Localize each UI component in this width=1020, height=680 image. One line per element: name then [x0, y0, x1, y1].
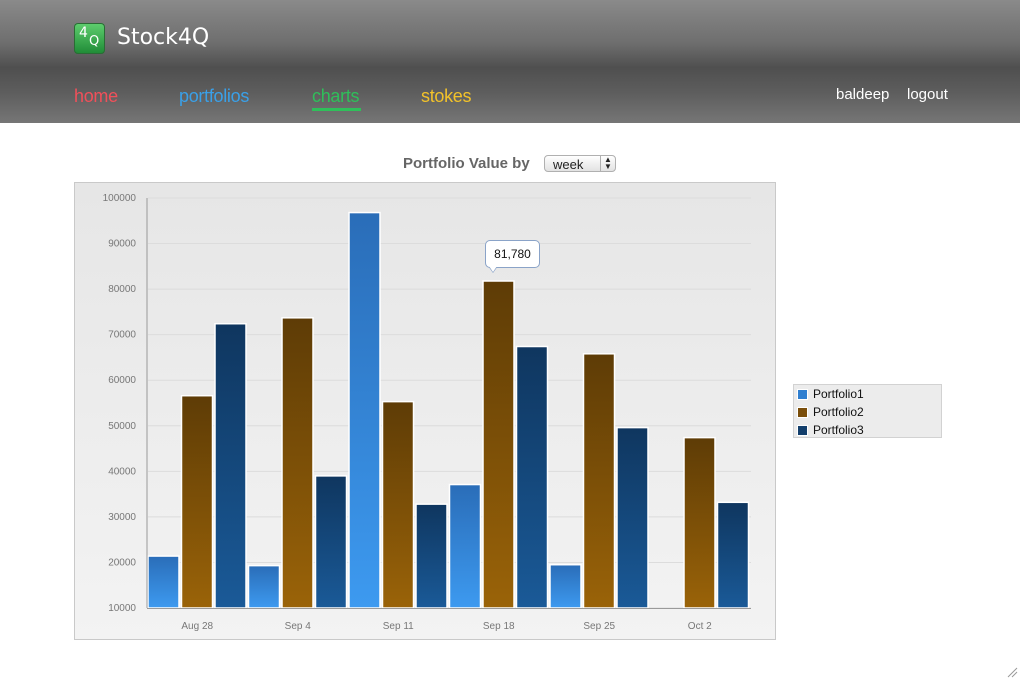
- x-tick-label: Sep 18: [483, 621, 515, 632]
- bar-chart: 100000 90000 80000 70000 60000 50000 40000 3000…: [103, 193, 751, 632]
- y-tick-label: 20000: [108, 557, 136, 568]
- tooltip-pointer-fill: [489, 266, 497, 272]
- bar-portfolio2-aug-28[interactable]: [180, 394, 214, 609]
- bar-portfolio2-sep-25[interactable]: [582, 353, 616, 609]
- active-nav-indicator: [312, 108, 361, 111]
- legend-label-portfolio2: Portfolio2: [813, 405, 864, 419]
- legend-label-portfolio3: Portfolio3: [813, 423, 864, 437]
- bar-portfolio1-sep-11[interactable]: [348, 211, 381, 609]
- bar-portfolio1-sep-18[interactable]: [448, 483, 482, 609]
- bar-portfolio3-sep-18[interactable]: [515, 345, 549, 609]
- logout-link[interactable]: logout: [907, 86, 948, 103]
- app-title: Stock4Q: [117, 25, 210, 50]
- chart-panel: 100000 90000 80000 70000 60000 50000 40000 3000…: [74, 182, 776, 640]
- x-tick-label: Sep 4: [285, 621, 312, 632]
- chart-period-label: Portfolio Value by: [403, 155, 530, 172]
- y-tick-label: 50000: [108, 421, 136, 432]
- resize-grip-icon[interactable]: [1006, 666, 1018, 678]
- y-tick-label: 40000: [108, 466, 136, 477]
- legend-swatch-portfolio3: [797, 425, 808, 436]
- nav-charts-link[interactable]: charts: [312, 86, 360, 106]
- y-tick-label: 60000: [108, 375, 136, 386]
- x-tick-label: Sep 11: [383, 621, 414, 632]
- app-logo[interactable]: 4 Q: [74, 23, 105, 54]
- legend-label-portfolio1: Portfolio1: [813, 387, 864, 401]
- select-arrows-icon: ▲ ▼: [600, 156, 615, 171]
- bar-portfolio3-sep-11[interactable]: [415, 503, 448, 609]
- bar-portfolio3-aug-28[interactable]: [214, 322, 247, 609]
- x-tick-label: Aug 28: [181, 621, 213, 632]
- bar-portfolio2-sep-18[interactable]: [482, 280, 515, 609]
- bar-portfolio3-oct-2[interactable]: [716, 501, 750, 609]
- username-link[interactable]: baldeep: [836, 86, 890, 103]
- y-tick-label: 80000: [108, 284, 136, 295]
- bar-portfolio1-aug-28[interactable]: [147, 555, 180, 609]
- nav-stokes-link[interactable]: stokes: [421, 86, 472, 106]
- y-tick-label: 100000: [103, 193, 137, 204]
- app-header: 4 Q Stock4Q home portfolios charts stoke…: [0, 0, 1020, 123]
- bar-portfolio3-sep-4[interactable]: [314, 475, 348, 609]
- bar-portfolio2-oct-2[interactable]: [683, 436, 716, 609]
- legend-swatch-portfolio1: [797, 389, 808, 400]
- y-tick-label: 70000: [108, 330, 136, 341]
- legend-swatch-portfolio2: [797, 407, 808, 418]
- x-tick-label: Oct 2: [688, 621, 712, 632]
- y-tick-label: 30000: [108, 512, 136, 523]
- bar-portfolio2-sep-11[interactable]: [381, 400, 415, 609]
- bar-portfolio1-sep-25[interactable]: [549, 563, 582, 609]
- bar-value-tooltip: 81,780: [485, 240, 540, 268]
- y-tick-label: 90000: [108, 239, 136, 250]
- chart-legend: Portfolio1 Portfolio2 Portfolio3: [793, 384, 942, 438]
- x-tick-label: Sep 25: [583, 621, 615, 632]
- nav-home-link[interactable]: home: [74, 86, 118, 106]
- y-tick-label: 10000: [108, 603, 136, 614]
- bar-portfolio3-sep-25[interactable]: [616, 426, 649, 609]
- period-select-value: week: [553, 157, 584, 172]
- logo-glyph-4: 4: [79, 25, 88, 41]
- nav-portfolios-link[interactable]: portfolios: [179, 86, 250, 106]
- logo-glyph-q: Q: [89, 34, 100, 49]
- bar-portfolio2-sep-4[interactable]: [281, 317, 314, 609]
- period-select[interactable]: week ▲ ▼: [544, 155, 616, 172]
- bar-portfolio1-sep-4[interactable]: [247, 564, 281, 609]
